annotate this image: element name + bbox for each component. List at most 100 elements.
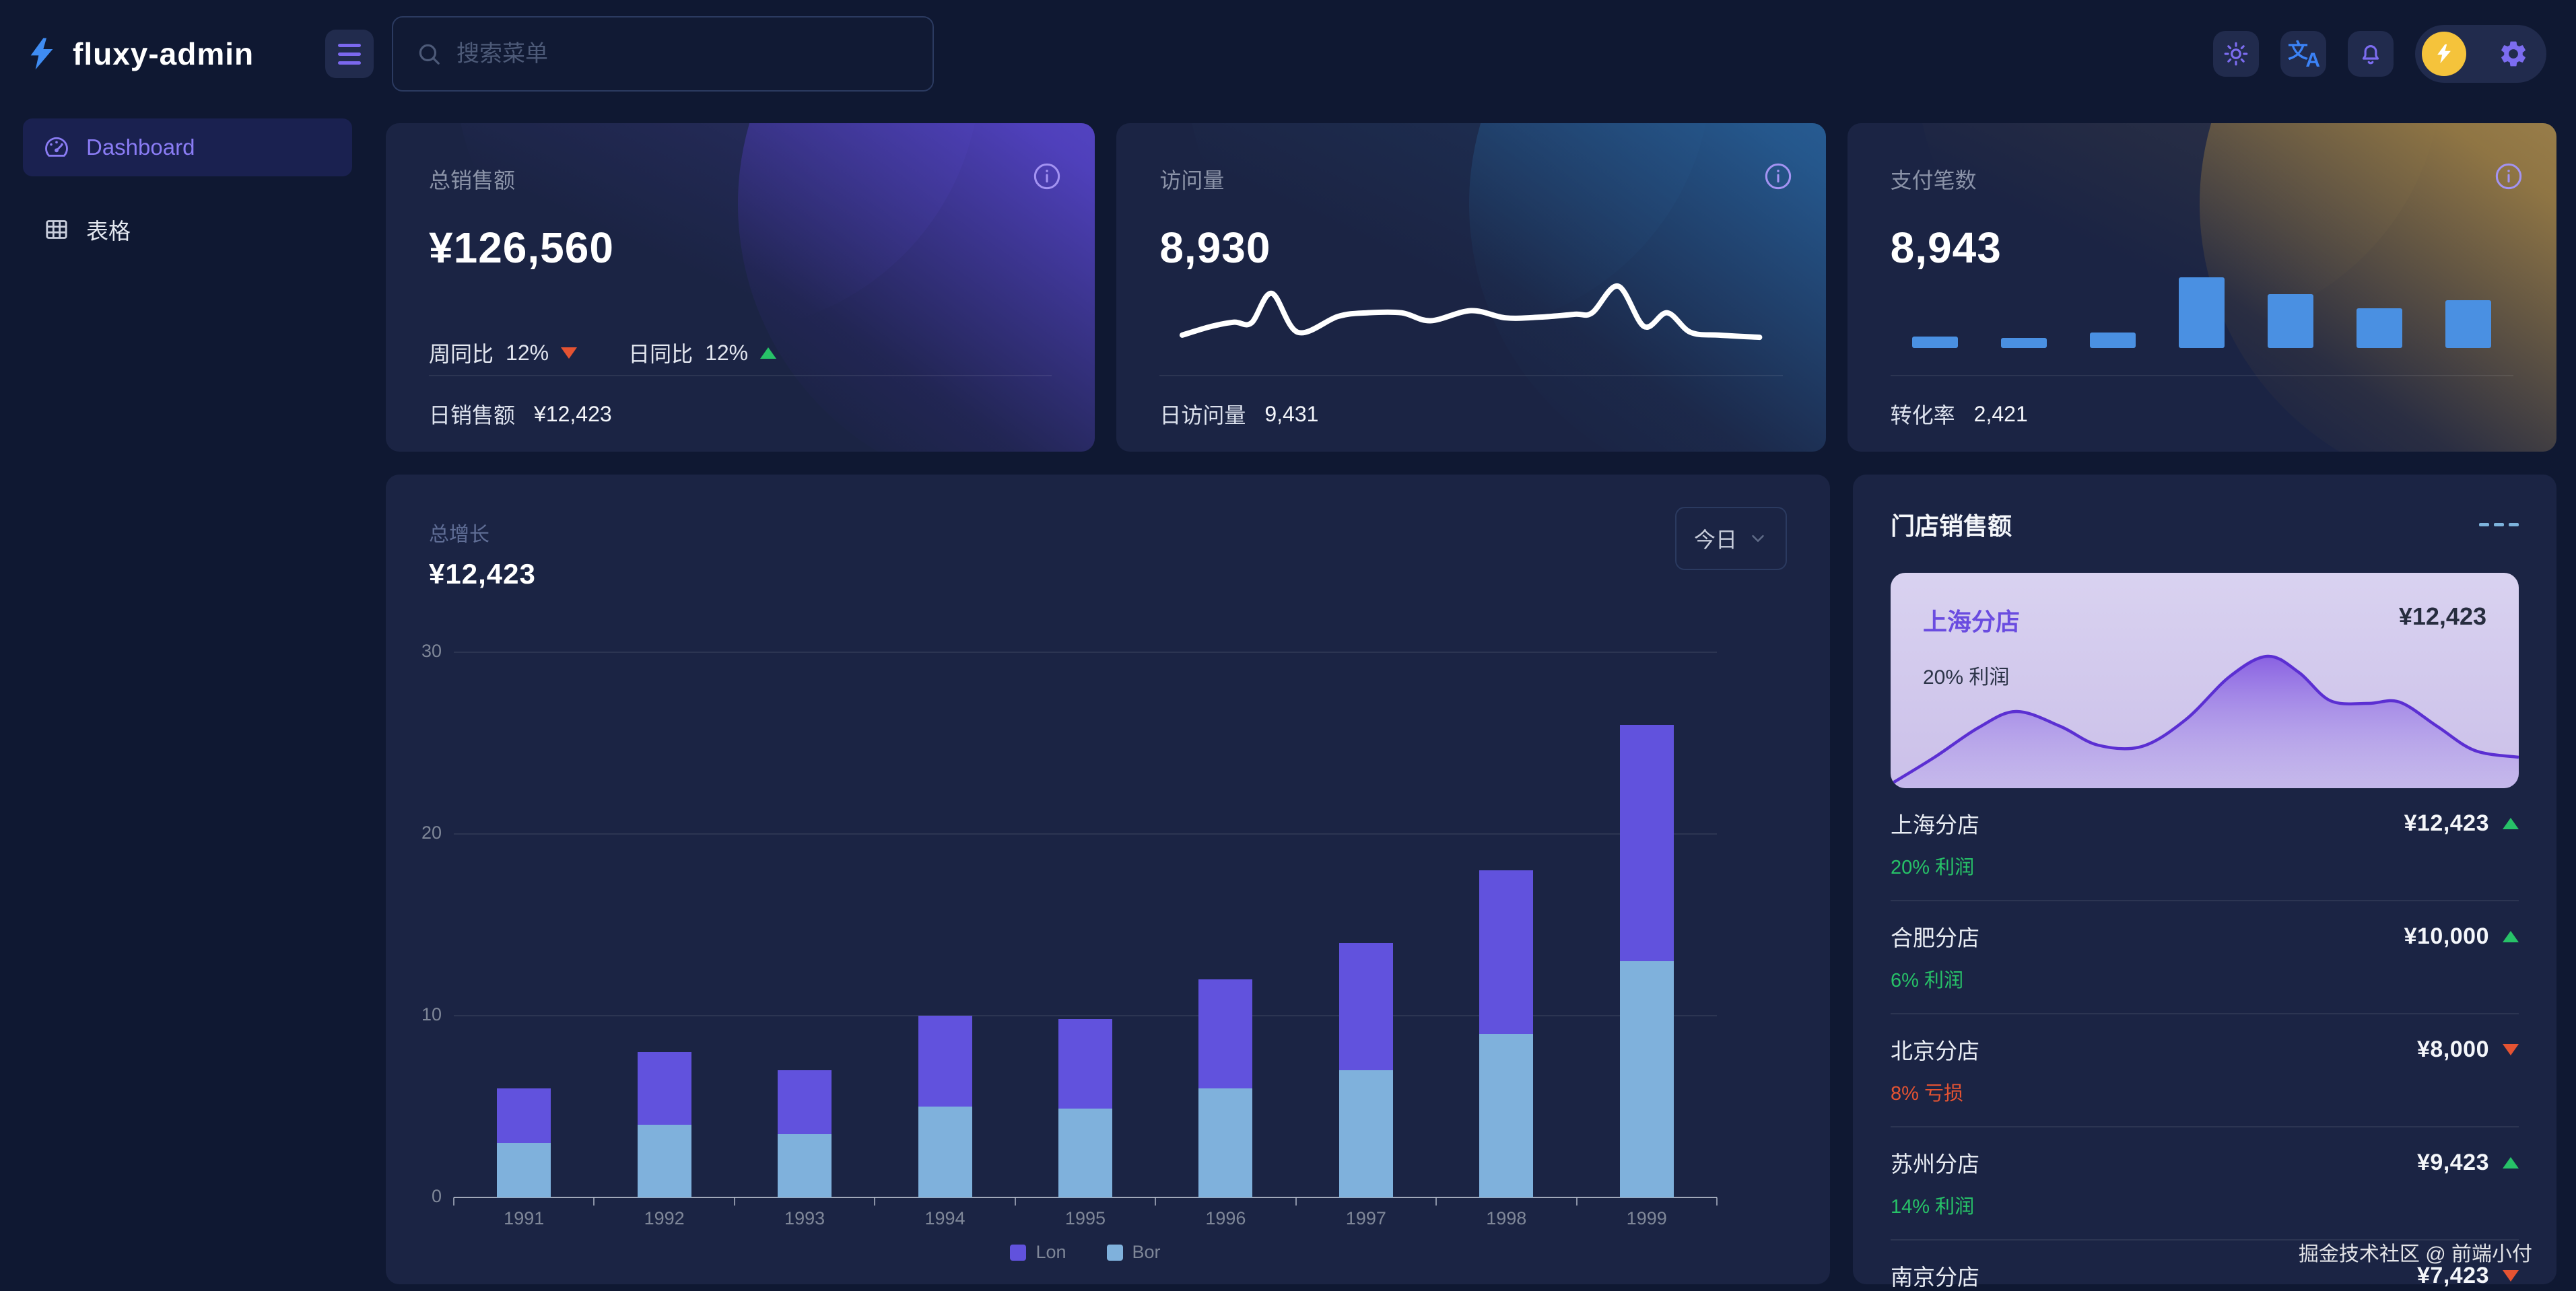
featured-store-card[interactable]: 上海分店 ¥12,423 20% 利润 [1891,573,2519,788]
store-value-group: ¥8,000 [2417,1037,2519,1063]
legend-label: Bor [1132,1242,1161,1262]
store-row-1[interactable]: 上海分店 ¥12,423 20% 利润 [1891,788,2519,900]
user-avatar[interactable] [2422,32,2466,76]
bar-segment-lon [1058,1019,1112,1109]
mini-bar [2178,277,2225,348]
gridline [454,652,1717,653]
triangle-up-icon [760,347,777,359]
card-title: 支付笔数 [1890,168,1977,193]
x-axis-tick [874,1197,876,1206]
card-footer: 日销售额 ¥12,423 [429,375,1052,452]
info-icon[interactable] [1031,161,1062,192]
info-icon[interactable] [1763,161,1794,192]
bar-group-1998 [1436,652,1576,1197]
store-note: 14% 利润 [1891,1196,1975,1218]
chevron-down-icon [1752,535,1764,542]
search-input[interactable] [456,40,910,67]
mini-bar [2445,300,2491,348]
featured-store-note: 20% 利润 [1923,666,2010,689]
bar-segment-lon [918,1016,972,1107]
x-axis-tick [733,1197,735,1206]
store-row-5[interactable]: 南京分店¥7,4236% 亏损 [1891,1239,2519,1291]
notifications-button[interactable] [2348,31,2394,77]
stat-card-visits: 访问量 8,930 日访问量 9,431 [1116,123,1826,452]
mini-bar [2356,308,2402,348]
gear-icon[interactable] [2498,38,2529,69]
store-row-3[interactable]: 北京分店 ¥8,000 8% 亏损 [1891,1013,2519,1126]
legend-swatch [1106,1244,1123,1261]
theme-toggle-button[interactable] [2213,31,2259,77]
bottom-row: 总增长 ¥12,423 今日 0 10 20 30 1991 1992 1993 1994 19… [386,475,2556,1290]
growth-header: 总增长 ¥12,423 今日 [429,507,1787,590]
search-box[interactable] [392,16,934,92]
triangle-down-icon [2503,1269,2519,1282]
x-axis-label: 1992 [644,1208,685,1228]
x-axis-tick [1155,1197,1157,1206]
gridline [454,1015,1717,1016]
store-name: 苏州分店 [1891,1152,1979,1177]
store-value: ¥9,423 [2417,1149,2489,1175]
gridline [454,833,1717,835]
legend-item-bor[interactable]: Bor [1106,1242,1161,1263]
bar-group-1996 [1155,652,1295,1197]
stat-cards-row: 总销售额 ¥126,560 周同比 12% 日同比 12% 日销售额 ¥12,4… [386,123,2556,452]
store-row-2[interactable]: 合肥分店 ¥10,000 6% 利润 [1891,900,2519,1013]
x-axis-label: 1996 [1205,1208,1246,1228]
stat-value: 8,930 [1159,223,1271,272]
bar-segment-lon [1338,943,1393,1070]
sidebar-item-table[interactable]: 表格 [23,201,352,258]
translate-icon: 文 A [2288,40,2320,71]
bar-segment-lon [1619,725,1674,961]
triangle-up-icon [2503,817,2519,829]
trend-daily: 日同比 12% [628,337,777,368]
store-note: 6% 利润 [1891,970,1963,991]
user-settings-pill[interactable] [2415,25,2546,83]
bar-stack [918,1016,972,1197]
store-value: ¥10,000 [2404,923,2489,949]
store-row-4[interactable]: 苏州分店 ¥9,423 14% 利润 [1891,1126,2519,1239]
x-axis-labels: 1991 1992 1993 1994 1995 1996 1997 1998 1999 [454,1208,1717,1229]
bar-segment-bor [1058,1108,1112,1197]
bar-stack [1058,1019,1112,1197]
bar-group-1994 [875,652,1015,1197]
trends-row: 周同比 12% 日同比 12% [429,337,1052,368]
x-axis-line [454,1197,1717,1198]
x-axis-label: 1998 [1486,1208,1527,1228]
store-note: 8% 亏损 [1891,1083,1963,1105]
mini-bar [2089,333,2136,348]
card-title: 总销售额 [429,168,516,193]
card-footer: 转化率 2,421 [1890,375,2513,452]
bar-stack [778,1070,832,1197]
x-axis-tick [1014,1197,1016,1206]
card-footer: 日访问量 9,431 [1159,375,1783,452]
info-icon[interactable] [2493,161,2524,192]
bar-stack [497,1088,551,1197]
language-button[interactable]: 文 A [2280,31,2326,77]
growth-title: 总增长 [429,524,489,546]
y-axis-tick-label: 20 [421,823,442,843]
sidebar-item-dashboard[interactable]: Dashboard [23,118,352,176]
sun-icon [2224,42,2248,66]
brand-name: fluxy-admin [73,36,255,71]
store-name: 南京分店 [1891,1265,1979,1290]
featured-area-chart [1891,654,2519,788]
date-range-dropdown[interactable]: 今日 [1674,507,1787,570]
x-axis-label: 1993 [784,1208,825,1228]
visits-sparkline-chart [1180,283,1763,341]
lightning-bolt-icon [30,38,53,70]
bar-stack [1338,943,1393,1197]
bar-stack [1619,725,1674,1197]
brand-logo: fluxy-admin [23,35,325,73]
bar-segment-bor [918,1107,972,1197]
menu-toggle-button[interactable] [325,30,374,78]
legend-label: Lon [1036,1242,1066,1262]
stat-value: ¥126,560 [429,223,614,272]
bar-segment-lon [1198,979,1253,1088]
more-options-icon[interactable] [2479,516,2519,533]
store-list: 上海分店 ¥12,423 20% 利润 合肥分店 ¥10,000 6% 利润 北京分店 ¥8,… [1891,788,2519,1291]
triangle-up-icon [2503,1156,2519,1168]
search-icon [419,44,440,65]
legend-item-lon[interactable]: Lon [1010,1242,1066,1263]
bar-segment-lon [1479,870,1534,1034]
x-axis-tick [1435,1197,1437,1206]
